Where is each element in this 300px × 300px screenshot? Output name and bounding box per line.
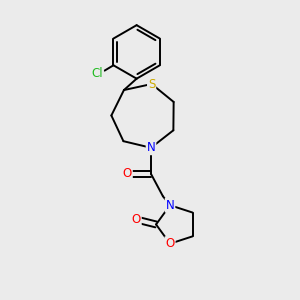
Text: O: O <box>123 167 132 180</box>
Text: N: N <box>166 199 174 212</box>
Text: N: N <box>147 141 155 154</box>
Text: O: O <box>131 214 141 226</box>
Text: Cl: Cl <box>91 67 103 80</box>
Text: S: S <box>148 77 155 91</box>
Text: O: O <box>165 237 175 250</box>
